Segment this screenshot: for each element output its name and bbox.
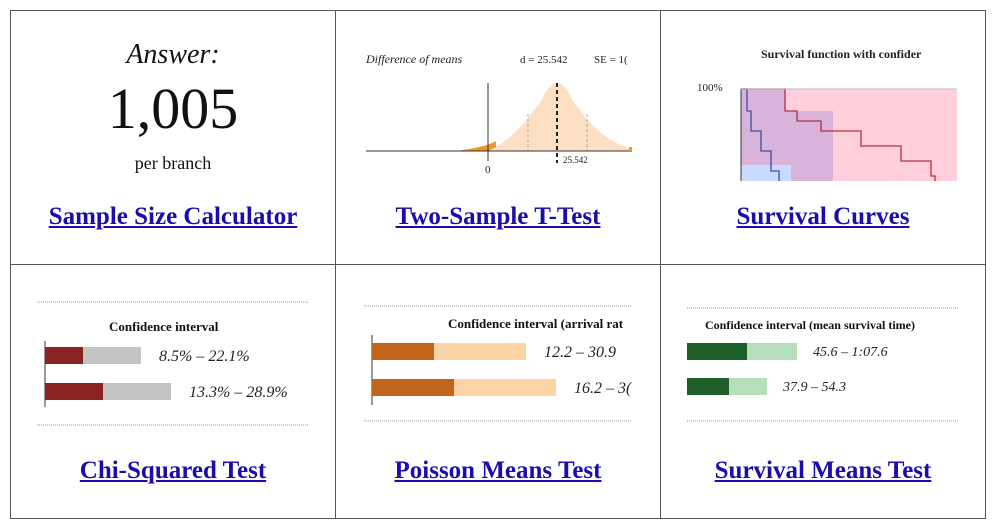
survival-curves-link[interactable]: Survival Curves xyxy=(736,203,910,230)
survival-thumbnail: Survival function with confider 100% xyxy=(697,47,957,181)
ci-bar-1 xyxy=(372,343,434,360)
survival-curve-blue xyxy=(741,88,780,181)
d-value: d = 25.542 xyxy=(520,54,567,66)
null-tail xyxy=(456,141,496,151)
tile-survival-means: Confidence interval (mean survival time)… xyxy=(660,264,986,519)
y-tick-100: 100% xyxy=(697,82,723,94)
ci-range-1: 45.6 – 1:07.6 xyxy=(813,345,888,360)
sampling-distribution xyxy=(488,83,632,151)
survival-means-test-link[interactable]: Survival Means Test xyxy=(714,457,932,484)
survival-means-thumbnail: Confidence interval (mean survival time)… xyxy=(687,307,959,422)
tile-poisson: Confidence interval (arrival rat 12.2 – … xyxy=(335,264,661,519)
two-sample-t-test-link[interactable]: Two-Sample T-Test xyxy=(395,203,601,230)
ci-range-2: 37.9 – 54.3 xyxy=(782,380,846,395)
tile-sample-size: Answer: 1,005 per branch Sample Size Cal… xyxy=(10,10,336,265)
se-value: SE = 1( xyxy=(594,54,628,66)
ci-bar-1 xyxy=(45,347,83,364)
poisson-thumbnail: Confidence interval (arrival rat 12.2 – … xyxy=(364,305,633,422)
sample-size-calculator-link[interactable]: Sample Size Calculator xyxy=(48,203,298,230)
zero-tick: 0 xyxy=(485,164,491,176)
ci-band-blue xyxy=(741,165,791,181)
ci-range-1: 12.2 – 30.9 xyxy=(544,344,616,361)
ci-title: Confidence interval (arrival rat xyxy=(448,316,624,331)
t-test-thumbnail: Difference of means d = 25.542 SE = 1( 0… xyxy=(365,52,632,176)
ci-bar-2 xyxy=(687,378,729,395)
tile-chi-squared: Confidence interval 8.5% – 22.1% 13.3% –… xyxy=(10,264,336,519)
tile-t-test: Difference of means d = 25.542 SE = 1( 0… xyxy=(335,10,661,265)
tile-survival-curves: Survival function with confider 100% Sur… xyxy=(660,10,986,265)
ci-title: Confidence interval xyxy=(109,319,219,334)
ci-range-2: 16.2 – 3( xyxy=(574,380,633,397)
ci-bar-1 xyxy=(687,343,747,360)
survival-title: Survival function with confider xyxy=(761,47,922,61)
ci-bar-2 xyxy=(372,379,454,396)
survival-curve-red xyxy=(741,88,936,181)
tools-grid: Answer: 1,005 per branch Sample Size Cal… xyxy=(10,10,986,519)
answer-unit: per branch xyxy=(134,153,212,173)
ci-range-2: 13.3% – 28.9% xyxy=(189,384,288,401)
poisson-means-test-link[interactable]: Poisson Means Test xyxy=(394,457,602,484)
ci-bar-2 xyxy=(45,383,103,400)
chi-squared-thumbnail: Confidence interval 8.5% – 22.1% 13.3% –… xyxy=(37,301,309,426)
t-test-title: Difference of means xyxy=(365,52,463,66)
answer-label: Answer: xyxy=(126,39,220,70)
ci-range-1: 8.5% – 22.1% xyxy=(159,348,250,365)
ci-band-purple-2 xyxy=(785,111,833,181)
d-tick: 25.542 xyxy=(563,155,588,165)
chi-squared-test-link[interactable]: Chi-Squared Test xyxy=(79,457,267,484)
upper-tail xyxy=(629,147,632,151)
answer-value: 1,005 xyxy=(107,76,239,141)
ci-title: Confidence interval (mean survival time) xyxy=(705,318,915,332)
